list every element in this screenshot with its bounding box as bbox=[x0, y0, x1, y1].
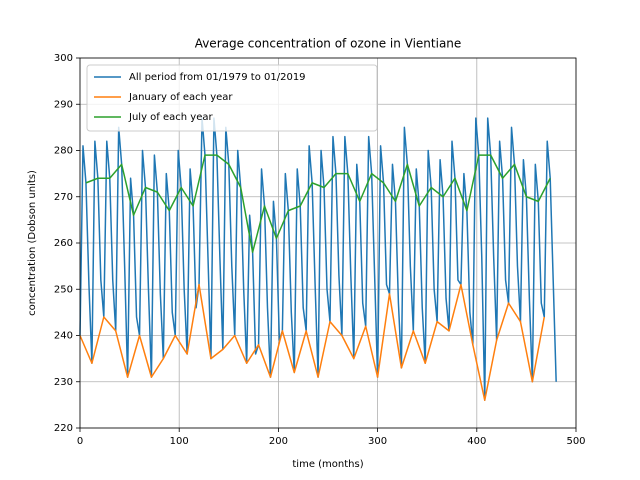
legend-label: January of each year bbox=[128, 92, 233, 103]
series-line bbox=[79, 117, 557, 401]
x-tick-label: 200 bbox=[269, 436, 288, 447]
y-tick-label: 290 bbox=[54, 99, 73, 110]
y-tick-label: 250 bbox=[54, 284, 73, 295]
y-tick-label: 260 bbox=[54, 238, 73, 249]
y-axis-label: concentration (Dobson units) bbox=[27, 170, 38, 316]
y-tick-label: 300 bbox=[54, 53, 73, 64]
x-tick-label: 500 bbox=[566, 436, 585, 447]
legend-box bbox=[86, 64, 378, 132]
legend: All period from 01/1979 to 01/2019 Januar… bbox=[86, 64, 378, 132]
x-tick-label: 0 bbox=[77, 436, 83, 447]
y-tick-label: 240 bbox=[54, 331, 73, 342]
series-line bbox=[79, 283, 545, 401]
y-tick-label: 270 bbox=[54, 192, 73, 203]
legend-label: All period from 01/1979 to 01/2019 bbox=[129, 72, 306, 83]
plot-frame bbox=[79, 57, 577, 429]
x-axis-label: time (months) bbox=[292, 459, 363, 470]
y-tick-label: 230 bbox=[54, 377, 73, 388]
series-line bbox=[85, 154, 551, 253]
x-tick-label: 300 bbox=[368, 436, 387, 447]
x-tick-label: 100 bbox=[170, 436, 189, 447]
legend-label: July of each year bbox=[128, 112, 213, 123]
y-tick-label: 220 bbox=[54, 423, 73, 434]
chart-title: Average concentration of ozone in Vienti… bbox=[195, 37, 462, 51]
y-tick-label: 280 bbox=[54, 146, 73, 157]
x-tick-label: 400 bbox=[467, 436, 486, 447]
